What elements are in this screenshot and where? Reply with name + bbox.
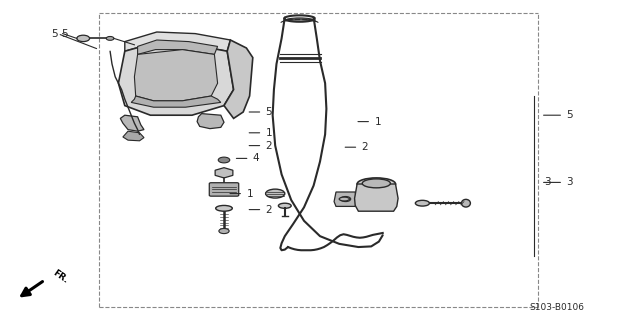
Ellipse shape — [461, 199, 470, 207]
Circle shape — [77, 35, 90, 42]
Circle shape — [218, 157, 230, 163]
FancyBboxPatch shape — [209, 183, 239, 196]
Text: 5: 5 — [51, 28, 58, 39]
Polygon shape — [123, 131, 144, 141]
Text: 4: 4 — [253, 153, 259, 164]
Text: 1: 1 — [246, 188, 253, 199]
Polygon shape — [120, 115, 144, 131]
Polygon shape — [334, 192, 357, 206]
Polygon shape — [118, 43, 234, 115]
Text: 3: 3 — [566, 177, 573, 188]
Ellipse shape — [415, 200, 429, 206]
Polygon shape — [138, 40, 218, 54]
Ellipse shape — [216, 205, 232, 211]
Text: 5: 5 — [566, 110, 573, 120]
Text: 2: 2 — [266, 140, 272, 151]
Polygon shape — [355, 184, 398, 211]
Circle shape — [106, 36, 114, 40]
Circle shape — [340, 196, 351, 202]
Polygon shape — [134, 50, 218, 101]
Ellipse shape — [266, 189, 285, 198]
Polygon shape — [125, 32, 230, 51]
Text: 1: 1 — [374, 116, 381, 127]
Polygon shape — [197, 114, 224, 129]
Ellipse shape — [278, 203, 291, 208]
Circle shape — [219, 228, 229, 234]
Polygon shape — [215, 168, 233, 178]
Text: 5: 5 — [61, 28, 67, 39]
Ellipse shape — [357, 178, 396, 190]
Text: 2: 2 — [362, 142, 368, 152]
Polygon shape — [131, 96, 221, 107]
Text: 1: 1 — [266, 128, 272, 138]
Ellipse shape — [339, 197, 349, 201]
Polygon shape — [224, 40, 253, 118]
Text: 3: 3 — [544, 177, 550, 188]
Text: 5: 5 — [266, 107, 272, 117]
Text: FR.: FR. — [51, 268, 70, 285]
Text: S103-B0106: S103-B0106 — [529, 303, 584, 312]
Text: 2: 2 — [266, 204, 272, 215]
Ellipse shape — [362, 179, 390, 188]
